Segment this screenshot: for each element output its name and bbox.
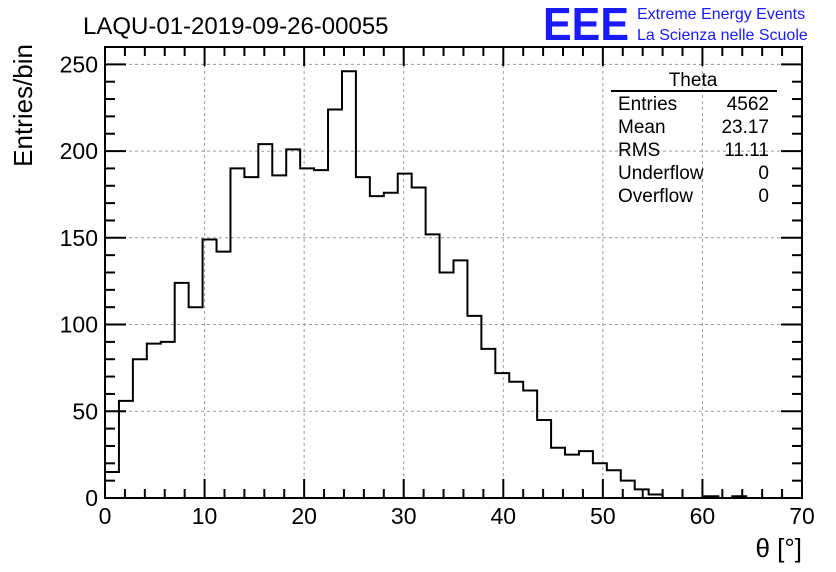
axis-ticks — [104, 46, 803, 499]
histogram-bin — [342, 71, 356, 498]
y-tick-label: 250 — [60, 51, 98, 77]
eee-logo-line2: La Scienza nelle Scuole — [637, 27, 808, 44]
histogram-bin — [203, 240, 217, 498]
histogram-bin — [579, 451, 593, 498]
histogram-bin — [314, 170, 328, 498]
stats-box-name: Theta — [669, 70, 718, 91]
histogram-outline — [105, 70, 802, 499]
eee-logo-line1: Extreme Energy Events — [637, 6, 805, 23]
histogram-bin — [509, 382, 523, 498]
histogram-bin — [454, 260, 468, 498]
x-tick-label: 70 — [789, 503, 815, 529]
stats-box: Theta Entries 4562 Mean 23.17 RMS 11.11 Underf… — [611, 70, 777, 207]
histogram-bin — [481, 349, 495, 498]
eee-logo: EEE Extreme Energy Events La Scienza nel… — [543, 0, 808, 50]
stats-row-value: 0 — [758, 186, 769, 207]
histogram-bin — [244, 177, 258, 498]
x-tick-label: 60 — [690, 503, 716, 529]
histogram-bin — [412, 188, 426, 498]
histogram-bin — [230, 168, 244, 498]
histogram-bin — [133, 359, 147, 498]
stats-row-value: 23.17 — [721, 117, 769, 138]
grid-lines — [105, 47, 802, 498]
histogram-bin — [300, 168, 314, 498]
y-tick-labels: 0 50 100 150 200 250 — [60, 51, 98, 511]
x-tick-label: 10 — [192, 503, 218, 529]
histogram-bin — [189, 307, 203, 498]
histogram-series — [105, 70, 802, 499]
histogram-bin — [467, 316, 481, 498]
histogram-bin — [161, 342, 175, 498]
x-tick-label: 30 — [391, 503, 417, 529]
histogram-bin — [175, 283, 189, 498]
histogram-bin — [147, 344, 161, 498]
x-tick-label: 50 — [590, 503, 616, 529]
stats-row-label: Underflow — [618, 163, 704, 184]
stats-row-label: RMS — [618, 140, 660, 161]
chart-title: LAQU-01-2019-09-26-00055 — [83, 13, 389, 40]
histogram-bin — [286, 149, 300, 498]
histogram-bin — [258, 144, 272, 498]
x-tick-label: 0 — [99, 503, 112, 529]
stats-row-label: Entries — [618, 94, 677, 115]
stats-row-value: 11.11 — [724, 140, 769, 161]
histogram-bin — [356, 177, 370, 498]
histogram-bin — [370, 196, 384, 498]
y-tick-label: 150 — [60, 225, 98, 251]
stats-row-value: 4562 — [727, 94, 769, 115]
histogram-bin — [523, 390, 537, 498]
y-tick-label: 0 — [85, 485, 98, 511]
x-tick-label: 20 — [291, 503, 317, 529]
histogram-bin — [217, 252, 231, 498]
histogram-bin — [384, 193, 398, 498]
histogram-bin — [398, 174, 412, 498]
x-axis-title: θ [°] — [755, 533, 802, 563]
histogram-bin — [105, 472, 119, 498]
histogram-bin — [426, 234, 440, 498]
x-tick-label: 40 — [490, 503, 516, 529]
histogram-bin — [272, 175, 286, 498]
histogram-bin — [565, 455, 579, 498]
stats-row-value: 0 — [758, 163, 769, 184]
x-tick-labels: 0 10 20 30 40 50 60 70 — [99, 503, 815, 529]
histogram-bin — [607, 470, 621, 498]
histogram-bin — [440, 273, 454, 499]
y-tick-label: 100 — [60, 312, 98, 338]
stats-box-rows: Entries 4562 Mean 23.17 RMS 11.11 Underflow 0 Ov… — [618, 94, 769, 207]
stats-row-label: Overflow — [618, 186, 693, 207]
y-axis-title: Entries/bin — [8, 44, 38, 167]
histogram-bin — [593, 463, 607, 498]
stats-row-label: Mean — [618, 117, 666, 138]
y-tick-label: 50 — [72, 398, 98, 424]
histogram-bin — [328, 109, 342, 498]
histogram-bin — [119, 401, 133, 498]
histogram-bin — [537, 420, 551, 498]
y-tick-label: 200 — [60, 138, 98, 164]
eee-logo-mark: EEE — [543, 0, 629, 50]
